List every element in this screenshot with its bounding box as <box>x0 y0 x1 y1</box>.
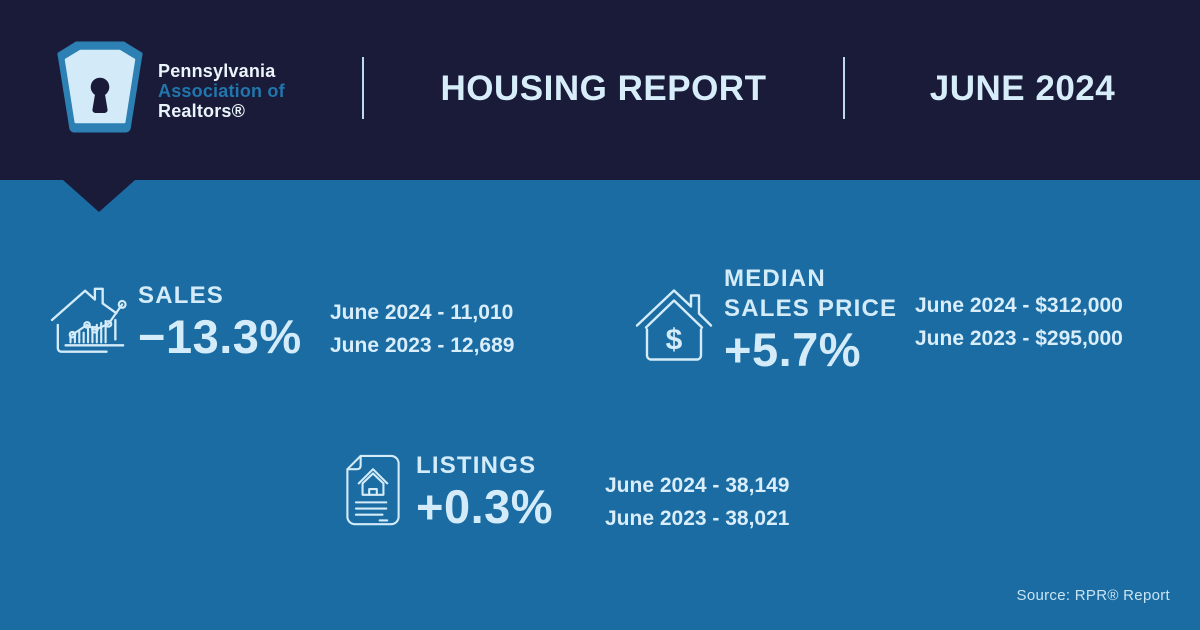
house-chart-icon <box>50 287 127 353</box>
median-yearly-values: June 2024 - $312,000 June 2023 - $295,00… <box>915 289 1123 355</box>
brand-line-realtors: Realtors® <box>158 101 246 121</box>
brand-line-pennsylvania: Pennsylvania <box>158 61 276 81</box>
median-label-line1: MEDIAN <box>724 265 826 292</box>
median-value-2024: June 2024 - $312,000 <box>915 294 1123 317</box>
median-value-2023: June 2023 - $295,000 <box>915 327 1123 350</box>
listings-change-value: +0.3% <box>416 480 554 533</box>
sales-value-2023: June 2023 - 12,689 <box>330 334 515 357</box>
header-divider-left <box>362 57 364 119</box>
sales-headline: SALES −13.3% <box>138 281 302 362</box>
source-note: Source: RPR® Report <box>1016 587 1170 604</box>
header-divider-right <box>843 57 845 119</box>
header-bar: Pennsylvania Association of Realtors® HO… <box>0 0 1200 180</box>
listings-value-2023: June 2023 - 38,021 <box>605 507 790 530</box>
header-notch-pointer <box>63 180 135 212</box>
median-label-line2: SALES PRICE <box>724 295 898 322</box>
listings-yearly-values: June 2024 - 38,149 June 2023 - 38,021 <box>605 469 789 535</box>
listings-label: LISTINGS <box>416 452 537 479</box>
keystone-logo-icon <box>57 41 143 133</box>
report-period: JUNE 2024 <box>929 69 1116 108</box>
sales-value-2024: June 2024 - 11,010 <box>330 301 514 324</box>
sales-label: SALES <box>138 282 225 309</box>
listings-value-2024: June 2024 - 38,149 <box>605 474 790 497</box>
median-headline: MEDIAN SALES PRICE +5.7% <box>724 264 897 375</box>
house-dollar-icon: $ <box>635 289 713 361</box>
listings-headline: LISTINGS +0.3% <box>416 451 553 532</box>
brand-line-association: Association of <box>158 81 285 101</box>
dollar-sign-glyph: $ <box>666 324 683 357</box>
listing-document-icon <box>346 454 400 526</box>
median-change-value: +5.7% <box>724 323 862 376</box>
brand-wordmark: Pennsylvania Association of Realtors® <box>158 61 285 121</box>
sales-change-value: −13.3% <box>138 310 302 363</box>
report-title: HOUSING REPORT <box>440 69 767 108</box>
